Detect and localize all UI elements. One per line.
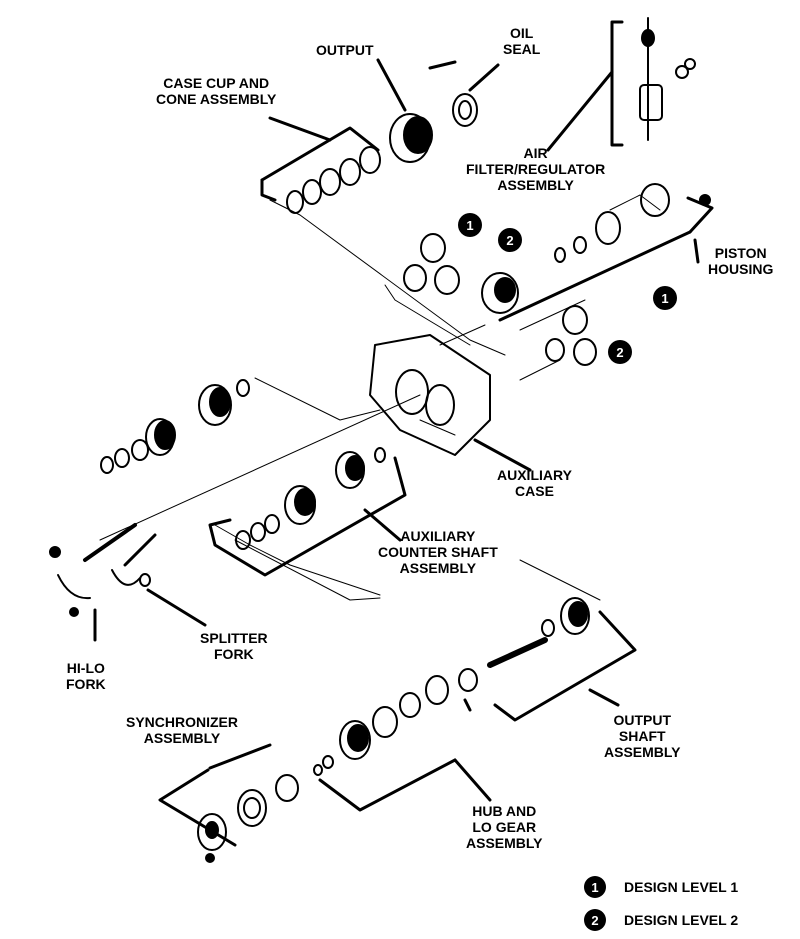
- label-hi-lo-fork: HI-LO FORK: [66, 660, 106, 692]
- label-synchronizer-assembly: SYNCHRONIZER ASSEMBLY: [126, 714, 239, 746]
- svg-text:2: 2: [506, 233, 513, 248]
- callout-badges: 1 2 1 2: [458, 213, 677, 364]
- label-output-shaft-assembly: OUTPUT SHAFT ASSEMBLY: [604, 712, 681, 760]
- label-auxiliary-case: AUXILIARY CASE: [497, 467, 572, 499]
- svg-text:2: 2: [616, 345, 623, 360]
- label-oil-seal: OIL SEAL: [503, 25, 541, 57]
- label-output: OUTPUT: [316, 42, 374, 58]
- callout-1-right: 1: [653, 286, 677, 310]
- svg-text:1: 1: [661, 291, 668, 306]
- svg-text:1: 1: [466, 218, 473, 233]
- callout-2-right: 2: [608, 340, 632, 364]
- legend-badge-2: 2: [584, 909, 606, 931]
- legend-text-2: DESIGN LEVEL 2: [624, 912, 739, 928]
- label-piston-housing: PISTON HOUSING: [708, 245, 774, 277]
- label-auxiliary-counter-shaft-assembly: AUXILIARY COUNTER SHAFT ASSEMBLY: [378, 528, 498, 576]
- label-splitter-fork: SPLITTER FORK: [200, 630, 268, 662]
- label-hub-lo-gear-assembly: HUB AND LO GEAR ASSEMBLY: [466, 803, 543, 851]
- label-air-filter-regulator-assembly: AIR FILTER/REGULATOR ASSEMBLY: [466, 145, 606, 193]
- parts: [49, 17, 711, 863]
- label-case-cup-cone-assembly: CASE CUP AND CONE ASSEMBLY: [156, 75, 277, 107]
- guide-lines: [99, 194, 661, 601]
- callout-2-top: 2: [498, 228, 522, 252]
- callout-1-top: 1: [458, 213, 482, 237]
- legend-badge-1: 1: [584, 876, 606, 898]
- leader-lines: [93, 20, 714, 847]
- legend-design-level-2: 2 DESIGN LEVEL 2: [584, 909, 738, 931]
- legend-text-1: DESIGN LEVEL 1: [624, 879, 739, 895]
- legend-design-level-1: 1 DESIGN LEVEL 1: [584, 876, 738, 898]
